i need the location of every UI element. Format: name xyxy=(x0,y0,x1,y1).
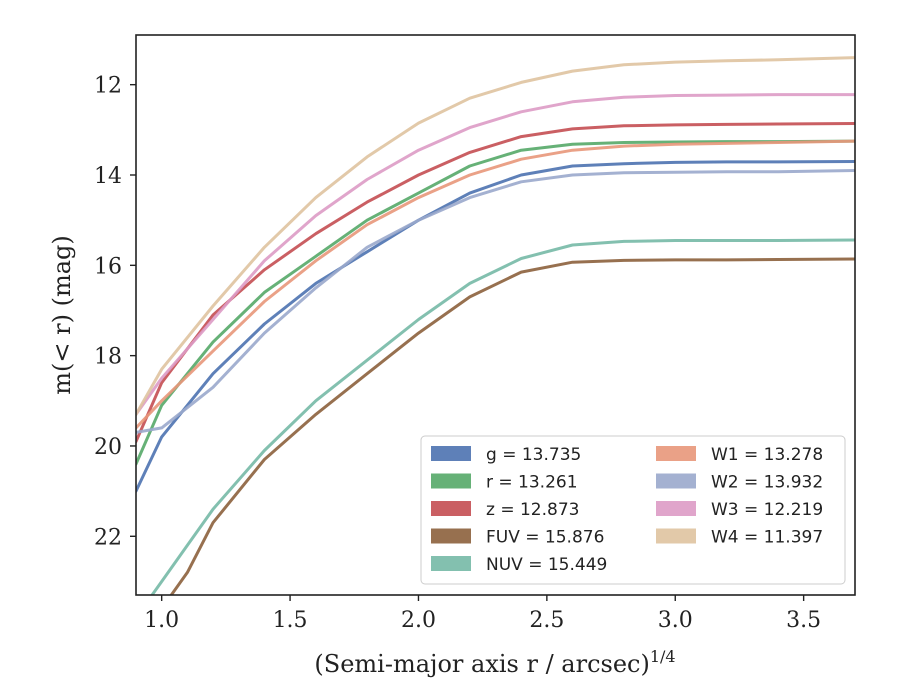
legend-label-w2: W2 = 13.932 xyxy=(711,473,823,493)
y-tick-label: 14 xyxy=(94,164,122,189)
y-tick-label: 16 xyxy=(94,254,122,279)
y-tick-label: 22 xyxy=(94,525,122,550)
legend-swatch-g xyxy=(431,446,471,461)
y-tick-label: 20 xyxy=(94,435,122,460)
legend: g = 13.735 W1 = 13.278 r = 13.261 W2 = 13.9… xyxy=(420,435,846,585)
series-layer xyxy=(136,56,855,595)
legend-label-r: r = 13.261 xyxy=(486,473,578,493)
series-line-w4 xyxy=(136,56,855,416)
y-axis: 12 14 16 18 20 22 xyxy=(94,74,136,550)
legend-label-z: z = 12.873 xyxy=(486,500,579,520)
legend-swatch-fuv xyxy=(431,528,471,544)
legend-label-w3: W3 = 12.219 xyxy=(711,500,823,520)
legend-label-w4: W4 = 11.397 xyxy=(711,528,823,548)
x-axis-label-exponent: 1/4 xyxy=(650,647,676,666)
legend-swatch-w4 xyxy=(656,528,696,544)
x-tick-label: 1.5 xyxy=(273,608,308,633)
series-line-r xyxy=(136,139,855,466)
legend-swatch-nuv xyxy=(431,556,471,571)
legend-label-nuv: NUV = 15.449 xyxy=(486,555,607,575)
x-axis: 1.0 1.5 2.0 2.5 3.0 3.5 xyxy=(144,595,821,633)
x-tick-label: 2.0 xyxy=(401,608,436,633)
series-line-nuv xyxy=(150,238,855,595)
plot-frame xyxy=(135,34,856,596)
legend-label-w1: W1 = 13.278 xyxy=(711,445,823,465)
legend-swatch-r xyxy=(431,473,471,489)
y-tick-label: 12 xyxy=(94,74,122,99)
series-line-w3 xyxy=(136,93,855,416)
series-line-w2 xyxy=(136,169,855,434)
legend-label-g: g = 13.735 xyxy=(486,445,581,465)
x-tick-label: 3.5 xyxy=(786,608,821,633)
legend-swatch-z xyxy=(431,501,471,516)
x-tick-label: 2.5 xyxy=(529,608,564,633)
y-tick-label: 18 xyxy=(94,345,122,370)
y-axis-label: m(< r) (mag) xyxy=(48,235,76,394)
series-line-g xyxy=(136,160,855,493)
series-line-w1 xyxy=(136,139,855,430)
series-line-fuv xyxy=(169,257,855,595)
legend-swatch-w3 xyxy=(656,501,696,516)
legend-swatch-w2 xyxy=(656,473,696,489)
legend-box xyxy=(420,435,846,585)
x-axis-label-text: (Semi-major axis r / arcsec) xyxy=(314,650,649,678)
x-tick-label: 3.0 xyxy=(658,608,693,633)
legend-swatch-w1 xyxy=(656,446,696,461)
legend-label-fuv: FUV = 15.876 xyxy=(486,528,604,548)
x-axis-label: (Semi-major axis r / arcsec)1/4 xyxy=(314,647,675,678)
x-tick-label: 1.0 xyxy=(144,608,179,633)
